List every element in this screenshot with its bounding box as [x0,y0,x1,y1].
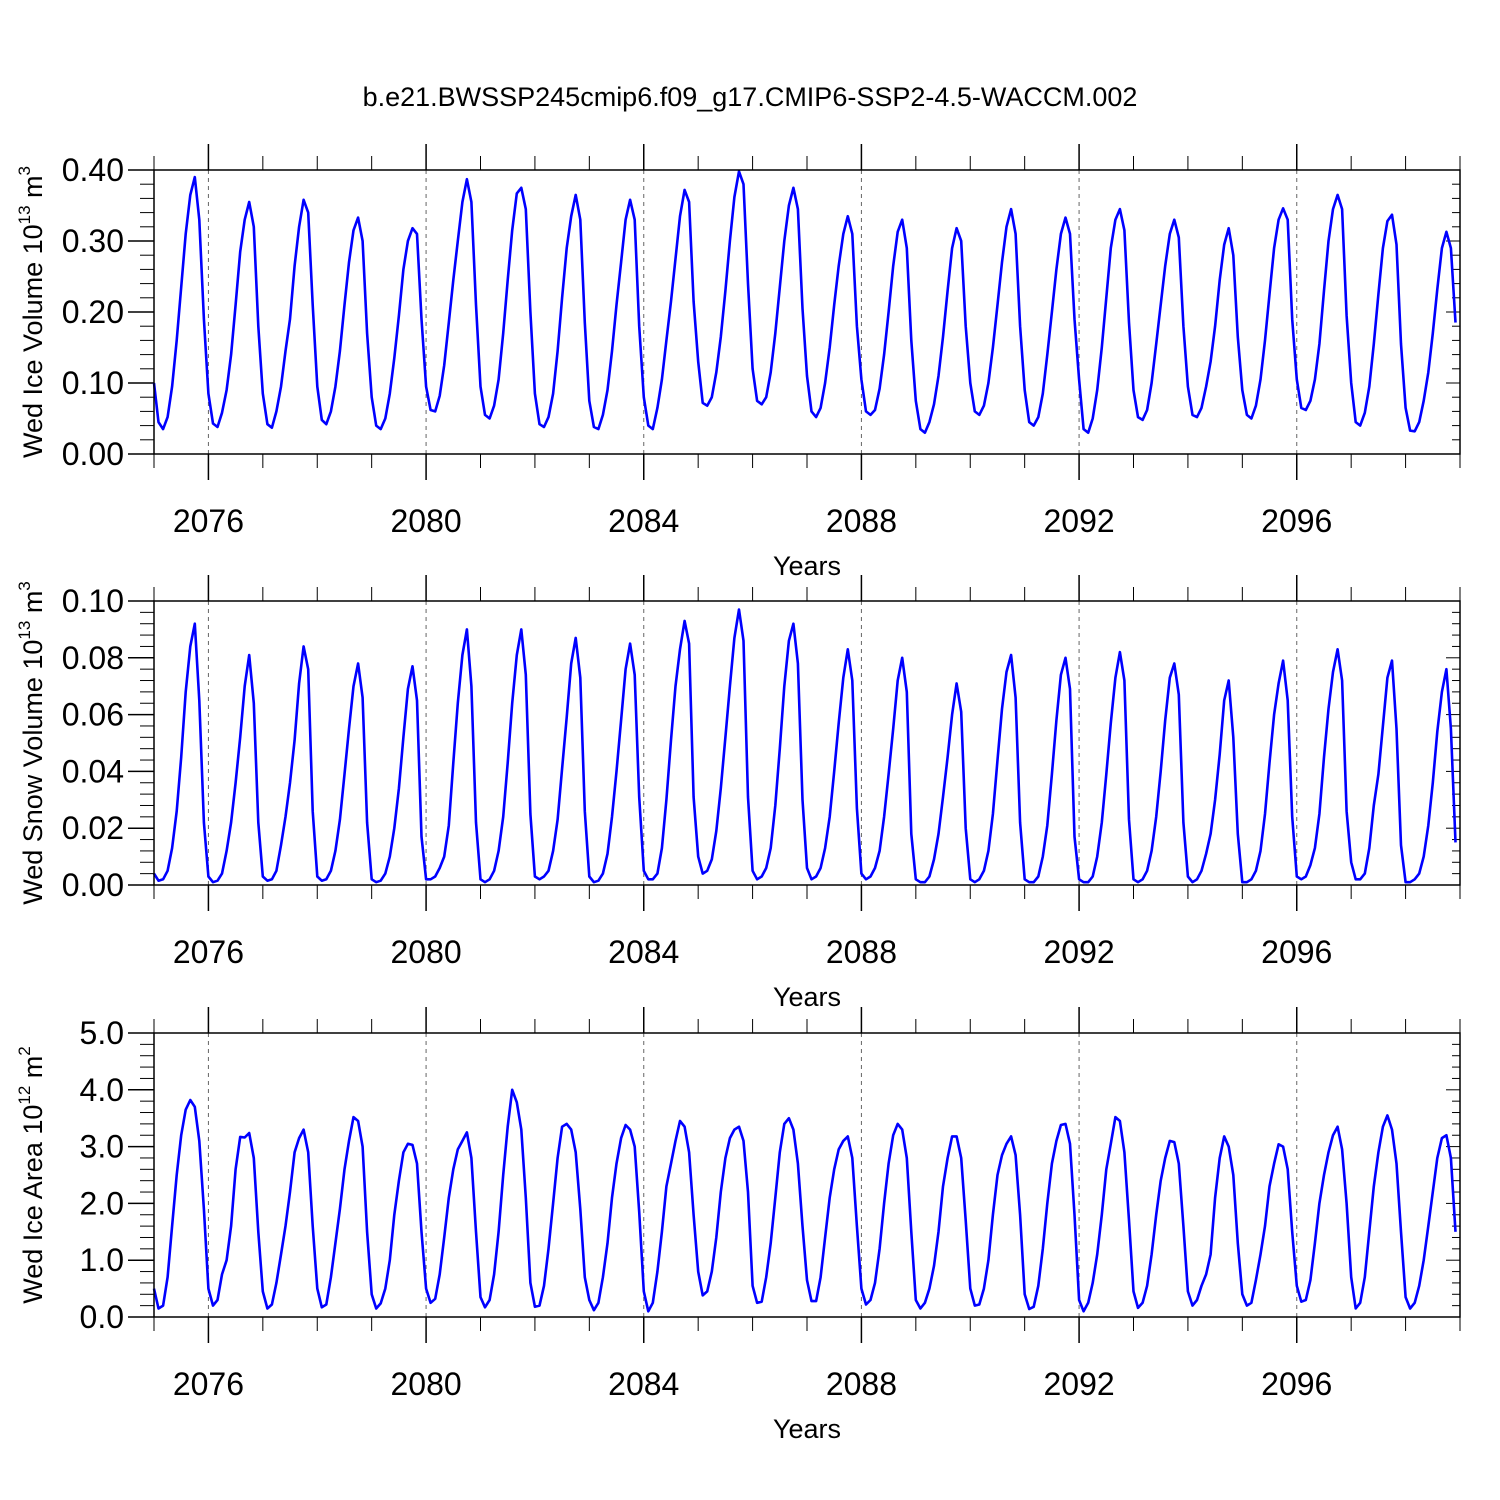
x-axis-label: Years [773,1414,841,1444]
x-tick-label: 2076 [173,934,244,970]
series-line [152,1088,1457,1313]
y-tick-label: 0.20 [62,294,124,330]
y-axis-label: Wed Snow Volume 1013 m3 [15,581,48,905]
x-tick-label: 2096 [1261,503,1332,539]
y-tick-label: 0.04 [62,753,124,789]
x-tick-label: 2080 [390,503,461,539]
panel-3: 0.0 1.0 2.0 3.0 4.0 5.0 2076 2080 2084 2088 2092 20… [15,1007,1461,1444]
y-tick-label: 5.0 [80,1015,124,1051]
x-tick-label: 2080 [390,1366,461,1402]
x-tick-label: 2084 [608,1366,679,1402]
plot-frame [153,600,1461,886]
y-tick-label: 0.00 [62,436,124,472]
y-tick-label: 0.02 [62,810,124,846]
plot-frame [153,169,1461,455]
plot-frame [153,1032,1461,1318]
x-tick-label: 2088 [826,1366,897,1402]
x-tick-label: 2096 [1261,934,1332,970]
y-tick-label: 1.0 [80,1242,124,1278]
x-tick-label: 2092 [1043,934,1114,970]
panel-2: 0.00 0.02 0.04 0.06 0.08 0.10 2076 2080 2084 2088… [15,575,1461,1012]
y-tick-label: 3.0 [80,1129,124,1165]
x-tick-label: 2084 [608,503,679,539]
x-tick-label: 2076 [173,503,244,539]
y-tick-label: 0.40 [62,152,124,188]
x-axis-label: Years [773,982,841,1012]
series-line [152,608,1457,884]
y-tick-label: 2.0 [80,1185,124,1221]
y-tick-label: 0.00 [62,867,124,903]
x-axis-label: Years [773,551,841,581]
x-tick-label: 2088 [826,503,897,539]
x-tick-label: 2080 [390,934,461,970]
y-tick-label: 4.0 [80,1072,124,1108]
y-tick-label: 0.10 [62,365,124,401]
y-tick-label: 0.10 [62,583,124,619]
x-tick-label: 2088 [826,934,897,970]
x-tick-label: 2076 [173,1366,244,1402]
y-tick-label: 0.30 [62,223,124,259]
y-axis-label: Wed Ice Volume 1013 m3 [15,166,48,458]
x-tick-label: 2092 [1043,503,1114,539]
x-tick-label: 2084 [608,934,679,970]
panel-1: 0.00 0.10 0.20 0.30 0.40 2076 2080 2084 2088 2092… [15,144,1461,581]
y-axis-label: Wed Ice Area 1012 m2 [15,1046,48,1304]
y-tick-label: 0.08 [62,640,124,676]
series-line [152,170,1457,435]
y-tick-label: 0.06 [62,697,124,733]
x-tick-label: 2096 [1261,1366,1332,1402]
y-tick-label: 0.0 [80,1299,124,1335]
x-tick-label: 2092 [1043,1366,1114,1402]
chart-title: b.e21.BWSSP245cmip6.f09_g17.CMIP6-SSP2-4… [363,82,1138,112]
